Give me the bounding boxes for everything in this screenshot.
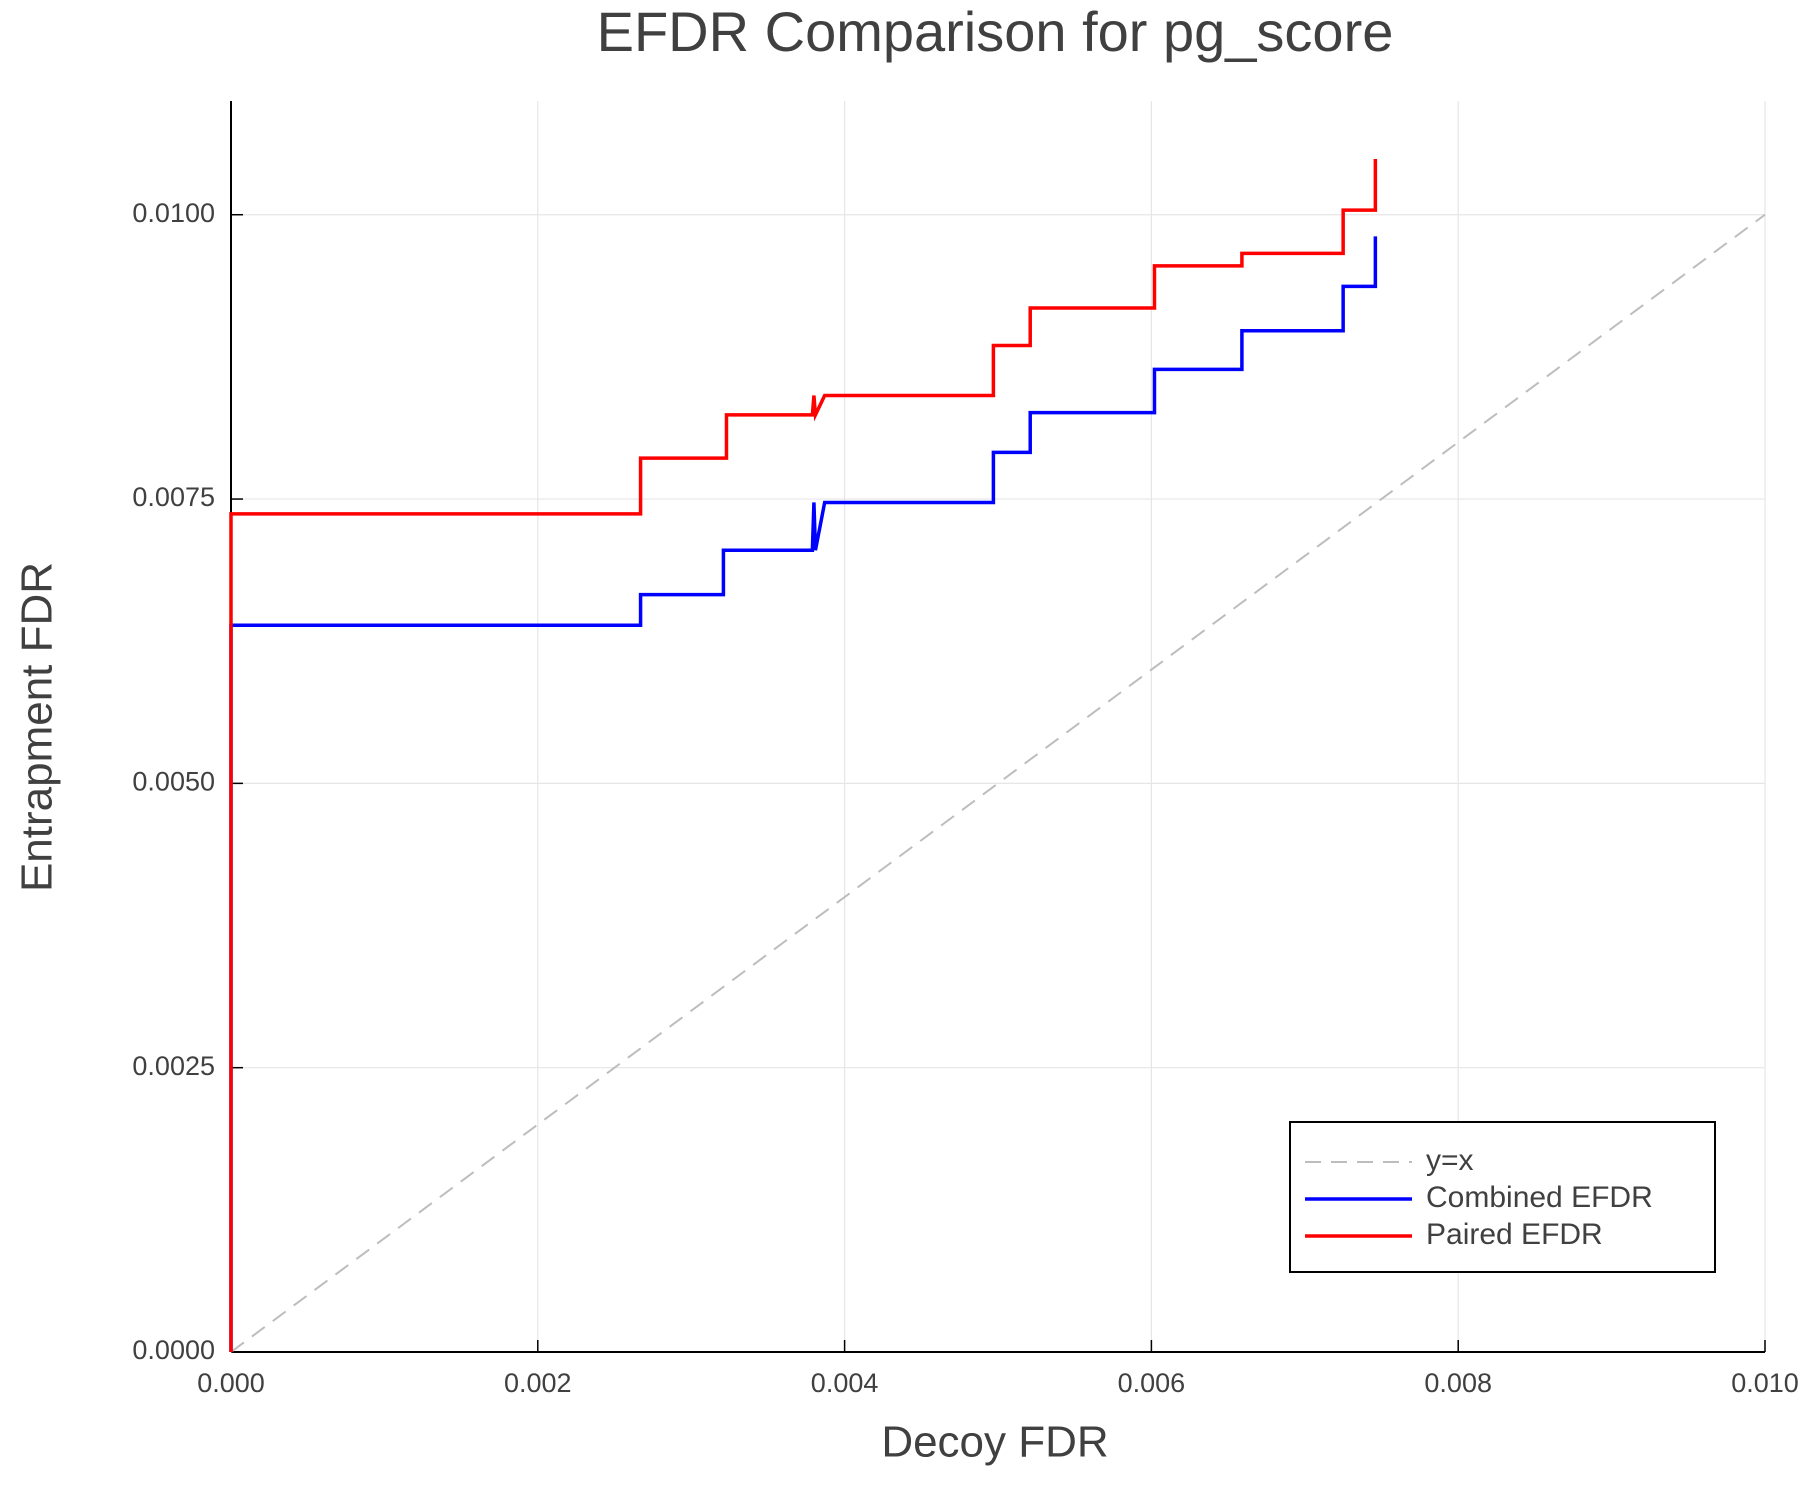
chart-title: EFDR Comparison for pg_score <box>597 0 1394 63</box>
y-axis-label: Entrapment FDR <box>13 562 62 892</box>
x-tick-label: 0.004 <box>811 1368 879 1398</box>
x-tick-label: 0.008 <box>1424 1368 1492 1398</box>
legend-label: Combined EFDR <box>1426 1181 1653 1214</box>
legend-box <box>1289 1121 1716 1273</box>
x-tick-label: 0.010 <box>1731 1368 1799 1398</box>
legend-label: y=x <box>1426 1144 1474 1177</box>
legend-label: Paired EFDR <box>1426 1218 1603 1251</box>
x-tick-label: 0.000 <box>197 1368 265 1398</box>
y-tick-label: 0.0050 <box>132 766 215 796</box>
y-tick-label: 0.0075 <box>132 482 215 512</box>
x-tick-label: 0.006 <box>1118 1368 1186 1398</box>
x-axis-label: Decoy FDR <box>881 1418 1108 1467</box>
y-tick-label: 0.0000 <box>132 1335 215 1365</box>
y-tick-label: 0.0025 <box>132 1051 215 1081</box>
x-tick-label: 0.002 <box>504 1368 572 1398</box>
series-line <box>229 236 1378 1352</box>
y-tick-label: 0.0100 <box>132 198 215 228</box>
series-line <box>230 213 1766 1353</box>
series-line <box>229 159 1378 1352</box>
legend: y=x Combined EFDR Paired EFDR <box>1289 1121 1716 1273</box>
